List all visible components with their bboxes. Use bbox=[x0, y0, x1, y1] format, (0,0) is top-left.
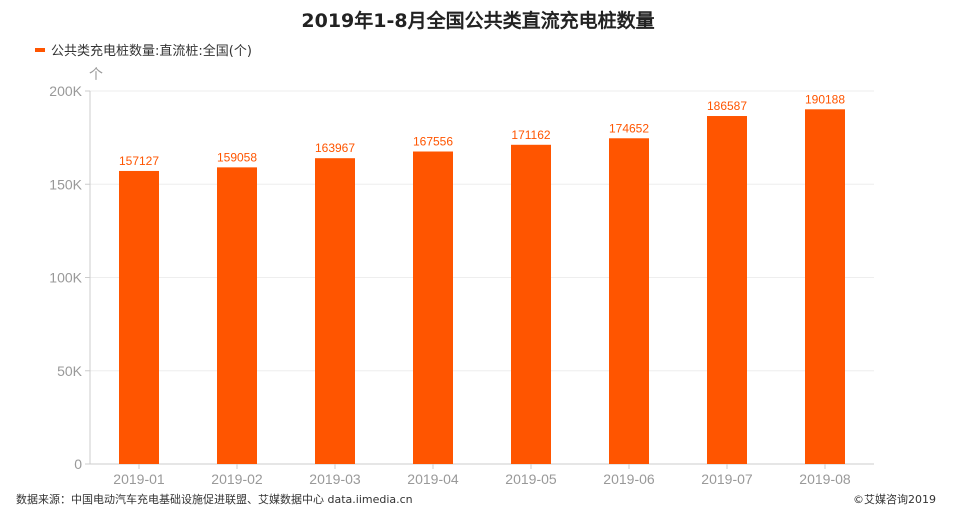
data-label: 163967 bbox=[315, 141, 355, 155]
legend-item[interactable]: 公共类充电桩数量:直流桩:全国(个) bbox=[35, 40, 252, 59]
x-tick-label: 2019-03 bbox=[309, 471, 361, 487]
bar bbox=[511, 144, 551, 464]
bar bbox=[315, 158, 355, 464]
bar bbox=[805, 109, 845, 464]
chart-title: 2019年1-8月全国公共类直流充电桩数量 bbox=[301, 10, 655, 32]
bar bbox=[413, 151, 453, 464]
bar bbox=[707, 116, 747, 464]
y-tick-label: 0 bbox=[74, 456, 82, 472]
data-label: 159058 bbox=[217, 150, 257, 164]
y-tick-label: 150K bbox=[49, 176, 82, 192]
x-tick-label: 2019-04 bbox=[407, 471, 459, 487]
copyright: ©艾媒咨询2019 bbox=[853, 493, 936, 506]
x-tick-label: 2019-07 bbox=[701, 471, 753, 487]
data-label: 157127 bbox=[119, 154, 159, 168]
legend-swatch bbox=[35, 47, 45, 52]
source-note: 数据来源：中国电动汽车充电基础设施促进联盟、艾媒数据中心 data.iimedi… bbox=[16, 493, 413, 506]
y-tick-label: 200K bbox=[49, 83, 82, 99]
data-label: 167556 bbox=[413, 135, 453, 149]
bar bbox=[609, 138, 649, 464]
x-tick-label: 2019-08 bbox=[799, 471, 851, 487]
data-label: 190188 bbox=[805, 92, 845, 106]
bar bbox=[217, 167, 257, 465]
bar bbox=[119, 170, 159, 465]
y-tick-label: 100K bbox=[49, 270, 82, 286]
x-tick-label: 2019-01 bbox=[113, 471, 165, 487]
data-label: 186587 bbox=[707, 99, 747, 113]
data-label: 171162 bbox=[511, 128, 550, 142]
x-tick-label: 2019-02 bbox=[211, 471, 263, 487]
data-label: 174652 bbox=[609, 121, 649, 135]
legend-label: 公共类充电桩数量:直流桩:全国(个) bbox=[51, 44, 252, 59]
x-tick-label: 2019-06 bbox=[603, 471, 655, 487]
y-axis-unit: 个 bbox=[89, 67, 103, 83]
y-tick-label: 50K bbox=[57, 363, 83, 379]
x-tick-label: 2019-05 bbox=[505, 471, 557, 487]
